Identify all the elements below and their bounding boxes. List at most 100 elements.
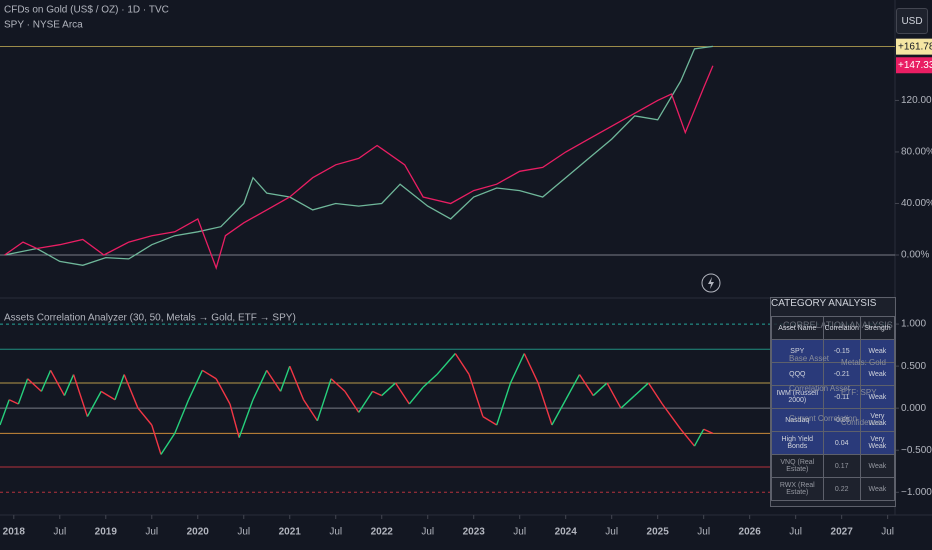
x-tick-label: 2018 xyxy=(3,527,26,538)
x-tick-label: Jul xyxy=(513,527,526,538)
table-cell: -0.11 xyxy=(822,385,861,409)
x-tick-label: 2027 xyxy=(831,527,854,538)
table-row: IWM (Russell 2000) -0.11 Weak xyxy=(771,385,896,409)
correlation-segment xyxy=(0,399,10,426)
correlation-segment xyxy=(634,382,649,397)
price-label: +161.78% xyxy=(898,41,932,52)
x-tick-label: 2022 xyxy=(371,527,394,538)
y-tick-label: 120.00% xyxy=(901,95,932,106)
correlation-segment xyxy=(606,382,622,409)
correlation-segment xyxy=(565,374,581,401)
correlation-segment xyxy=(40,370,52,392)
series-line xyxy=(4,45,713,266)
table-cell: Weak xyxy=(859,362,896,386)
correlation-segment xyxy=(8,399,19,405)
currency-button[interactable]: USD xyxy=(896,8,928,34)
correlation-segment xyxy=(381,382,397,397)
correlation-segment xyxy=(422,374,438,388)
legend-entry: SPY · NYSE Arca xyxy=(4,20,83,31)
table-cell: Weak xyxy=(859,339,896,363)
overlay-text: Current Correlation xyxy=(789,414,858,423)
x-tick-label: Jul xyxy=(697,527,710,538)
y-tick-label: 0.500 xyxy=(901,361,926,372)
correlation-segment xyxy=(137,407,153,426)
table-cell: SPY xyxy=(771,339,824,363)
correlation-segment xyxy=(302,399,318,422)
table-cell: QQQ xyxy=(771,362,824,386)
analysis-table: CATEGORY ANALYSIS CORRELATION ANALYSIS A… xyxy=(770,297,896,507)
correlation-segment xyxy=(86,391,102,417)
correlation-segment xyxy=(330,378,346,392)
overlay-text: Base Asset xyxy=(789,354,830,363)
correlation-segment xyxy=(454,353,470,375)
x-tick-label: Jul xyxy=(605,527,618,538)
table-cell: 0.17 xyxy=(822,454,861,478)
table-row: High Yield Bonds 0.04 Very Weak xyxy=(771,431,896,455)
correlation-segment xyxy=(344,390,360,413)
x-tick-label: Jul xyxy=(421,527,434,538)
x-tick-label: Jul xyxy=(789,527,802,538)
x-tick-label: 2026 xyxy=(739,527,762,538)
table-row: VNQ (Real Estate) 0.17 Weak xyxy=(771,454,896,478)
overlay-text: Correlation Asset xyxy=(789,384,850,393)
event-icon-bolt xyxy=(708,277,714,289)
correlation-segment xyxy=(551,399,567,426)
table-cell: Weak xyxy=(859,477,896,501)
table-title: CATEGORY ANALYSIS xyxy=(771,298,877,309)
correlation-segment xyxy=(394,382,410,405)
correlation-segment xyxy=(279,365,291,392)
overlay-text: Metals: Gold xyxy=(841,358,886,367)
correlation-segment xyxy=(661,403,682,430)
table-header-row: Asset Name Correlation Strength xyxy=(771,316,896,340)
price-label-bg xyxy=(896,38,932,55)
y-tick-label: −0.500 xyxy=(901,445,932,456)
table-cell: Weak xyxy=(859,454,896,478)
correlation-segment xyxy=(537,382,553,426)
correlation-segment xyxy=(123,374,139,409)
table-cell: -0.15 xyxy=(822,339,861,363)
x-tick-label: Jul xyxy=(237,527,250,538)
correlation-segment xyxy=(72,374,89,417)
correlation-segment xyxy=(229,403,240,438)
correlation-segment xyxy=(316,378,332,422)
y-tick-label: 80.00% xyxy=(901,147,932,158)
header-cell: Asset Name xyxy=(771,316,824,340)
series-line xyxy=(4,65,714,270)
table-row: SPY -0.15 Weak xyxy=(771,339,896,363)
correlation-segment xyxy=(482,415,498,426)
table-cell: -0.05 xyxy=(822,408,861,432)
x-tick-label: Jul xyxy=(53,527,66,538)
correlation-segment xyxy=(408,386,424,405)
header-cell: Correlation xyxy=(822,316,861,340)
correlation-segment xyxy=(238,399,254,438)
table-cell: 0.22 xyxy=(822,477,861,501)
correlation-segment xyxy=(160,433,176,455)
correlation-segment xyxy=(49,369,66,396)
x-tick-label: 2025 xyxy=(647,527,670,538)
correlation-segment xyxy=(468,374,484,417)
correlation-segment xyxy=(63,374,75,396)
correlation-segment xyxy=(703,428,714,435)
table-cell: High Yield Bonds xyxy=(771,431,824,455)
correlation-segment xyxy=(647,382,663,405)
table-cell: Nasdaq xyxy=(771,408,824,432)
x-tick-label: 2020 xyxy=(187,527,210,538)
price-label-bg xyxy=(896,57,932,74)
correlation-segment xyxy=(187,370,203,401)
header-cell: Strength xyxy=(859,316,896,340)
overlay-text: Confidence xyxy=(841,418,882,427)
table-cell: VNQ (Real Estate) xyxy=(771,454,824,478)
y-tick-label: 1.000 xyxy=(901,319,926,330)
x-tick-label: Jul xyxy=(881,527,894,538)
table-cell: -0.21 xyxy=(822,362,861,386)
x-tick-label: Jul xyxy=(145,527,158,538)
correlation-segment xyxy=(509,353,525,384)
correlation-segment xyxy=(151,424,162,455)
correlation-segment xyxy=(201,369,217,380)
correlation-segment xyxy=(27,378,42,392)
table-cell: IWM (Russell 2000) xyxy=(771,385,824,409)
correlation-segment xyxy=(523,353,539,384)
correlation-segment xyxy=(266,369,282,392)
